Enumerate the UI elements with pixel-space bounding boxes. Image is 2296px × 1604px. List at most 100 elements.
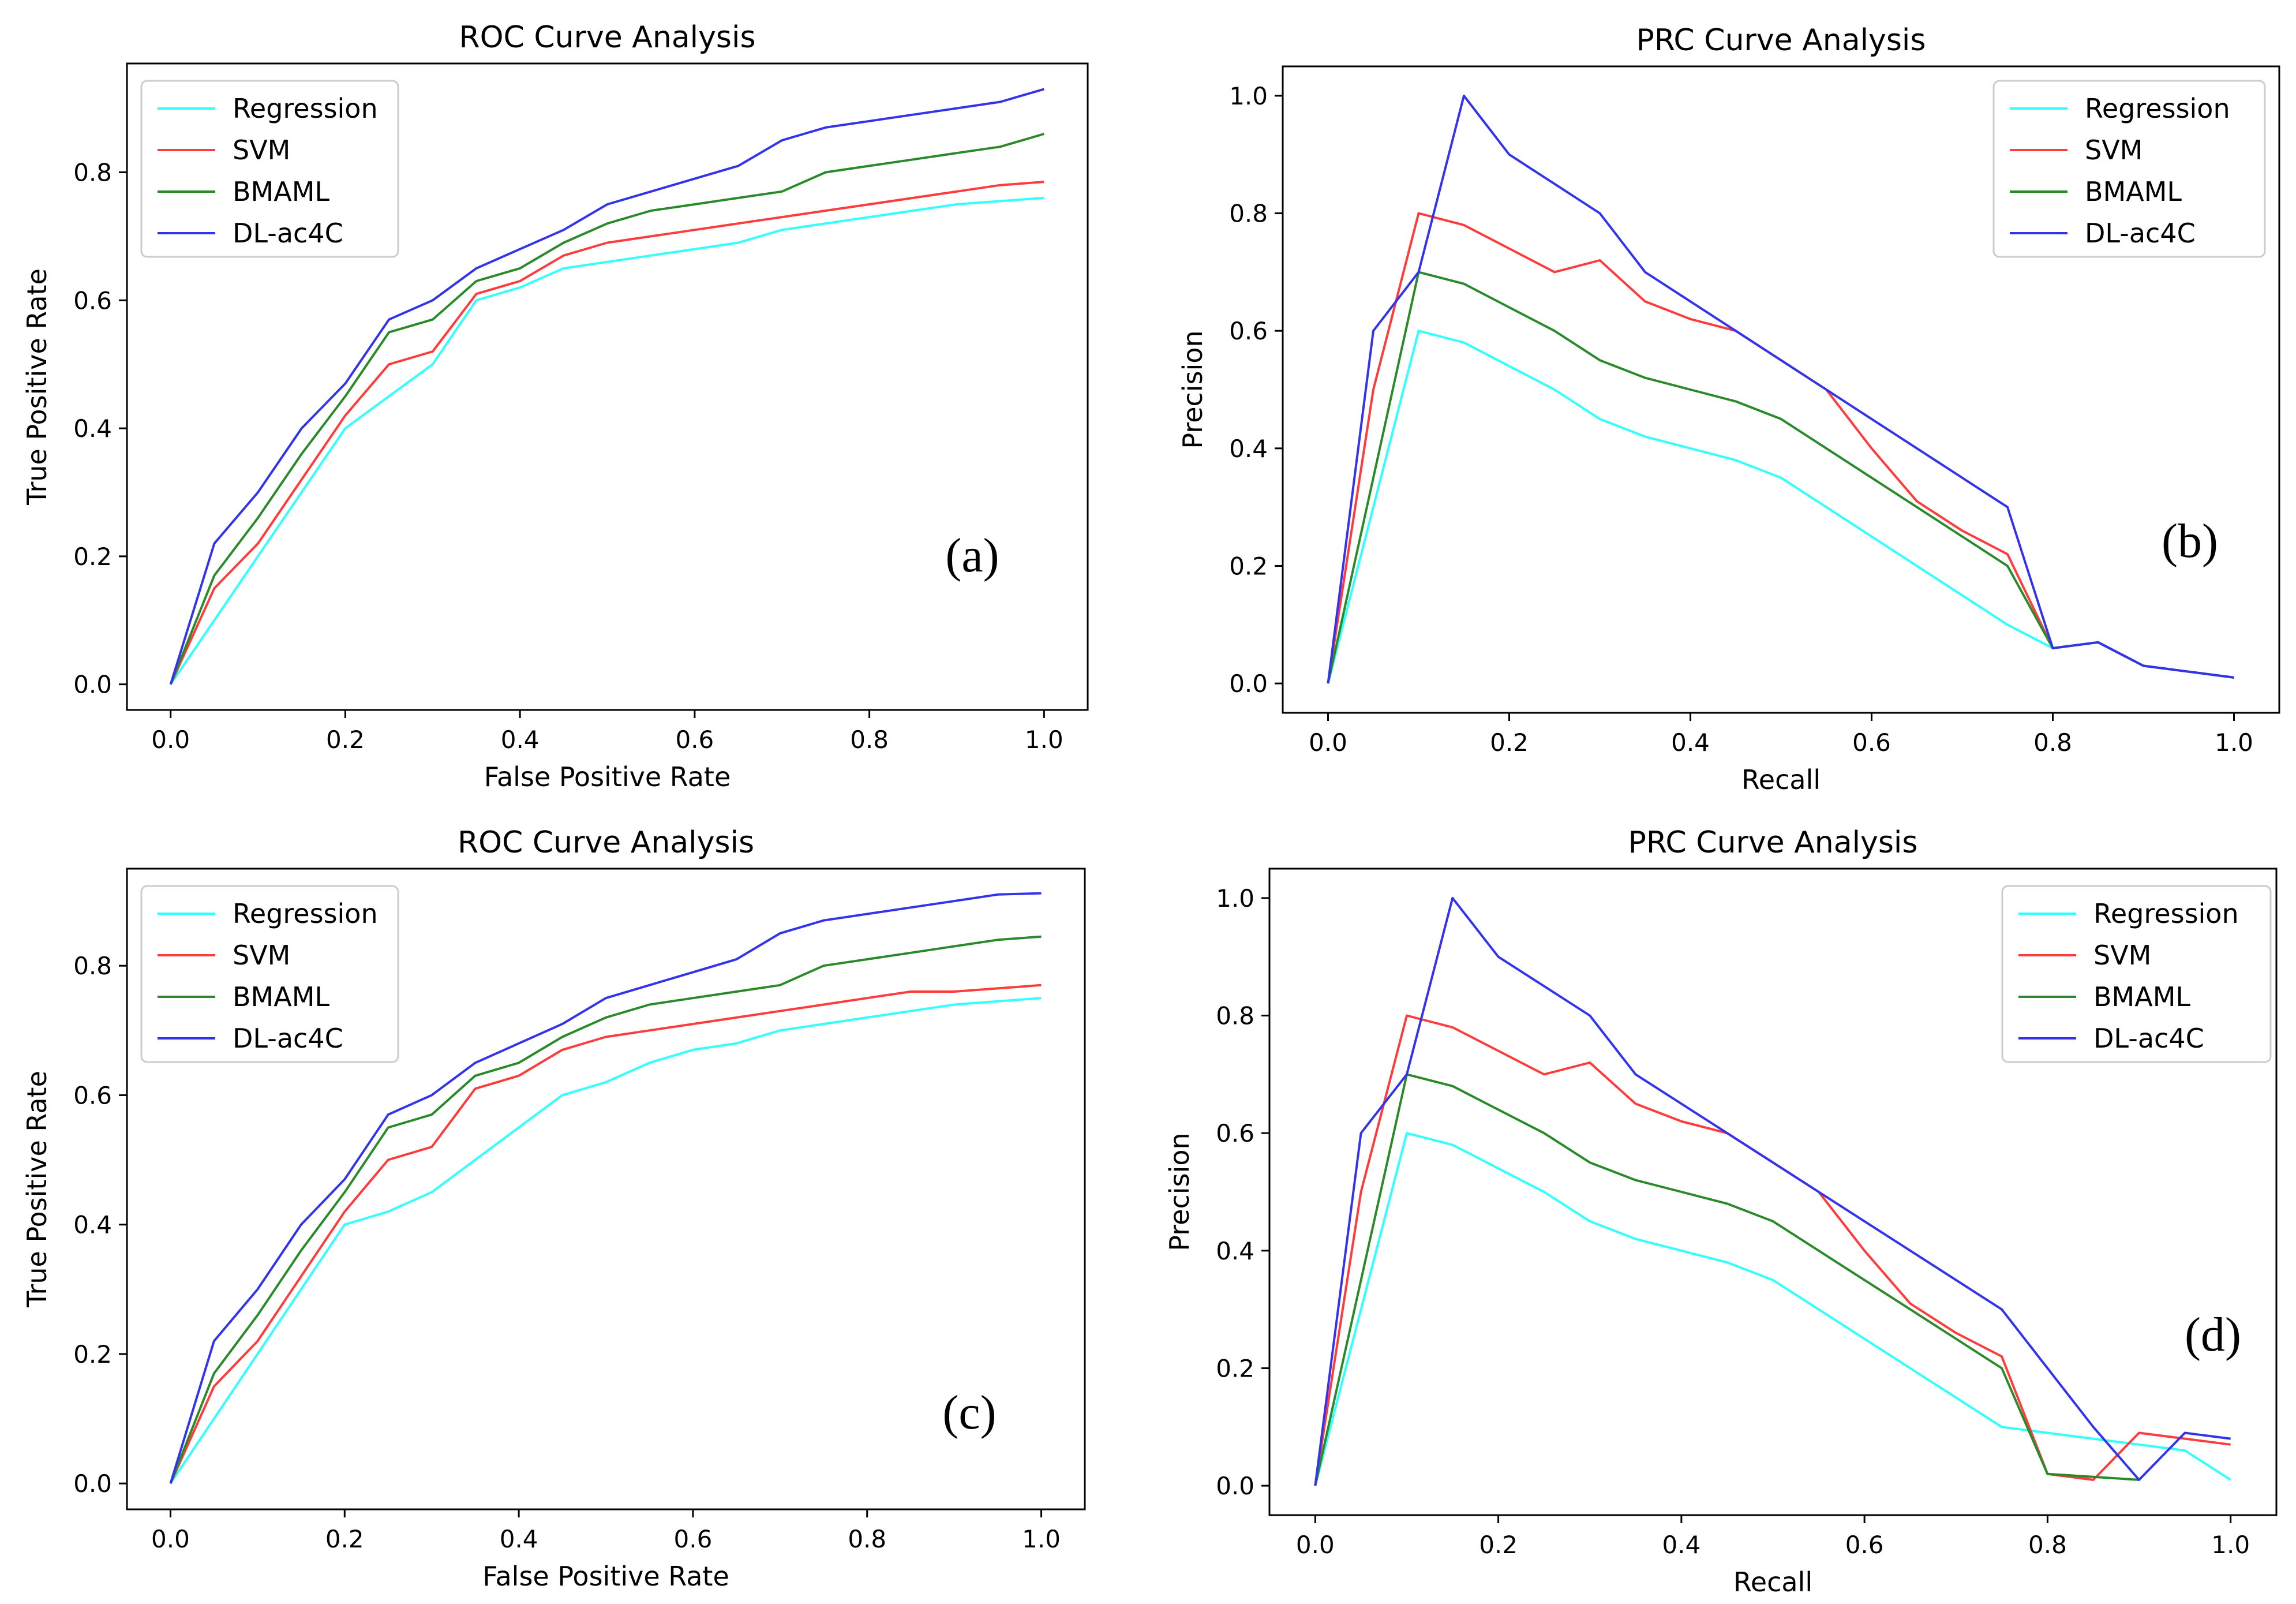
x-tick-label: 0.6 (1845, 1531, 1884, 1559)
y-tick-label: 0.6 (1216, 1119, 1254, 1147)
y-axis-label: True Positive Rate (21, 1071, 53, 1308)
chart-1: PRC Curve Analysis 0.0 0.2 0.4 0.6 0.8 1.0 0.0 0… (1177, 23, 2280, 795)
legend-label: Regression (2085, 93, 2230, 124)
x-tick-label: 1.0 (2211, 1531, 2250, 1559)
y-axis-label: Precision (1177, 330, 1208, 448)
series-line-regression (1314, 1132, 2231, 1486)
chart-title: PRC Curve Analysis (1636, 23, 1926, 58)
chart-title: PRC Curve Analysis (1628, 825, 1918, 860)
x-axis-label: Recall (1741, 764, 1821, 795)
legend-label: BMAML (233, 176, 329, 207)
x-tick-label: 0.2 (1479, 1531, 1518, 1559)
axes-frame (1282, 65, 2280, 714)
x-tick-label: 0.2 (326, 726, 365, 754)
x-tick-label: 0.8 (850, 726, 889, 754)
y-tick-label: 0.2 (73, 543, 112, 571)
series-line-dl-ac4c (1327, 94, 2234, 684)
legend: Regression SVM BMAML DL-ac4C (140, 885, 399, 1063)
y-tick-label: 0.0 (1216, 1472, 1254, 1500)
x-axis-label: False Positive Rate (482, 1561, 729, 1592)
x-tick-label: 0.4 (1671, 728, 1710, 757)
y-axis-label: Precision (1164, 1132, 1195, 1251)
legend-label: SVM (233, 134, 290, 166)
legend-label: DL-ac4C (233, 1023, 343, 1054)
panel-label: (a) (945, 529, 999, 582)
y-axis-label: True Positive Rate (21, 268, 53, 506)
x-tick-label: 1.0 (2215, 728, 2253, 757)
legend: Regression SVM BMAML DL-ac4C (2001, 885, 2272, 1063)
y-tick-label: 0.8 (1216, 1002, 1254, 1030)
x-tick-label: 0.0 (151, 1525, 190, 1553)
series-line-bmaml (169, 935, 1042, 1484)
axes-frame (126, 868, 1086, 1510)
x-tick-label: 0.8 (848, 1525, 886, 1553)
chart-title: ROC Curve Analysis (458, 825, 754, 860)
legend-box (140, 885, 399, 1063)
x-tick-label: 0.4 (501, 726, 540, 754)
legend-label: BMAML (233, 981, 329, 1012)
y-tick-label: 0.4 (73, 414, 112, 443)
series-line-dl-ac4c (1314, 896, 2231, 1486)
legend-label: DL-ac4C (233, 218, 343, 249)
x-tick-label: 0.8 (2033, 728, 2072, 757)
x-tick-label: 1.0 (1022, 1525, 1061, 1553)
series-line-regression (169, 997, 1042, 1485)
x-axis-label: False Positive Rate (484, 761, 731, 792)
y-tick-label: 0.8 (73, 952, 112, 980)
x-tick-label: 1.0 (1025, 726, 1063, 754)
x-tick-label: 0.6 (1852, 728, 1891, 757)
legend-label: DL-ac4C (2093, 1023, 2204, 1054)
chart-2: ROC Curve Analysis 0.0 0.2 0.4 0.6 0.8 1.0 0.0 0… (21, 825, 1086, 1592)
x-tick-label: 0.2 (325, 1525, 364, 1553)
legend-label: BMAML (2093, 981, 2190, 1012)
chart-0: ROC Curve Analysis 0.0 0.2 0.4 0.6 0.8 1.0 0.0 0… (21, 20, 1089, 792)
y-tick-label: 0.6 (73, 286, 112, 315)
x-tick-label: 0.2 (1490, 728, 1529, 757)
x-tick-label: 0.6 (674, 1525, 713, 1553)
panel-label: (c) (942, 1386, 996, 1440)
y-tick-label: 1.0 (1216, 884, 1254, 913)
y-tick-label: 0.6 (73, 1081, 112, 1109)
series-line-bmaml (169, 133, 1044, 685)
y-tick-label: 0.0 (1229, 670, 1268, 698)
series-line-svm (169, 984, 1042, 1485)
series-line-svm (169, 181, 1044, 685)
y-tick-label: 1.0 (1229, 82, 1268, 110)
y-tick-label: 0.4 (73, 1211, 112, 1239)
legend-label: SVM (2093, 940, 2151, 971)
x-tick-label: 0.4 (500, 1525, 538, 1553)
chart-3: PRC Curve Analysis 0.0 0.2 0.4 0.6 0.8 1.0 0.0 0… (1164, 825, 2278, 1598)
axes-frame (126, 62, 1089, 711)
y-tick-label: 0.2 (1216, 1354, 1254, 1382)
y-tick-label: 0.4 (1229, 435, 1268, 463)
legend-label: DL-ac4C (2085, 218, 2196, 249)
x-tick-label: 0.0 (1309, 728, 1347, 757)
legend-box (2001, 885, 2272, 1063)
x-tick-label: 0.0 (151, 726, 190, 754)
series-line-dl-ac4c (169, 88, 1044, 685)
series-line-regression (170, 196, 1044, 685)
y-tick-label: 0.2 (1229, 552, 1268, 580)
x-tick-label: 0.8 (2028, 1531, 2067, 1559)
x-tick-label: 0.6 (675, 726, 714, 754)
axes-frame (1268, 868, 2278, 1516)
x-tick-label: 0.4 (1662, 1531, 1701, 1559)
legend-label: Regression (233, 93, 378, 124)
y-tick-label: 0.0 (73, 1470, 112, 1498)
legend-box (1992, 80, 2266, 258)
series-line-dl-ac4c (169, 892, 1042, 1484)
legend-label: SVM (233, 940, 290, 971)
legend-label: BMAML (2085, 176, 2182, 207)
y-tick-label: 0.0 (73, 671, 112, 699)
panel-label: (b) (2162, 514, 2218, 568)
y-tick-label: 0.8 (1229, 200, 1268, 228)
y-tick-label: 0.2 (73, 1340, 112, 1369)
panel-label: (d) (2185, 1308, 2241, 1362)
legend: Regression SVM BMAML DL-ac4C (140, 80, 399, 258)
y-tick-label: 0.8 (73, 159, 112, 187)
legend-box (140, 80, 399, 258)
legend-label: Regression (233, 898, 378, 929)
x-tick-label: 0.0 (1296, 1531, 1335, 1559)
legend-label: SVM (2085, 134, 2143, 166)
